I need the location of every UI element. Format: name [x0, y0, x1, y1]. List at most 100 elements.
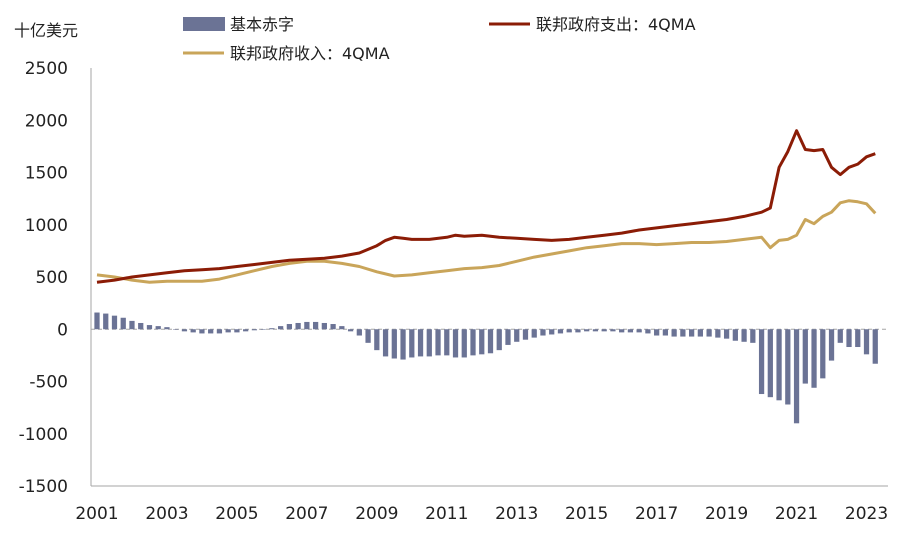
deficit-bar	[557, 329, 564, 334]
y-tick-label: 2500	[25, 59, 68, 79]
deficit-bar	[391, 329, 397, 359]
deficit-bar	[251, 329, 258, 331]
x-tick-labels: 2001 2003 2005 2007 2009 2011 2013 2015 2017 2019…	[75, 504, 888, 524]
deficit-bar	[505, 329, 511, 345]
deficit-bar	[295, 322, 301, 330]
revenue-line	[96, 199, 877, 284]
x-tick-label: 2023	[845, 504, 888, 524]
deficit-bar	[522, 329, 529, 340]
deficit-bar	[601, 329, 607, 332]
deficit-bar	[662, 329, 669, 336]
deficit-bar	[767, 329, 773, 398]
deficit-bar	[715, 329, 721, 338]
deficit-bar	[208, 329, 214, 334]
deficit-bar	[610, 329, 616, 332]
deficit-bar	[409, 329, 415, 358]
legend-item-revenue: 联邦政府收入：4QMA	[183, 44, 390, 63]
deficit-bar	[330, 324, 336, 330]
deficit-bar	[260, 329, 266, 330]
deficit-bar	[776, 329, 782, 401]
y-axis-unit-label: 十亿美元	[14, 21, 78, 40]
deficit-bar	[584, 329, 590, 332]
x-tick-label: 2015	[565, 504, 608, 524]
deficit-bar	[837, 329, 843, 343]
x-axis: 2001 2003 2005 2007 2009 2011 2013 2015 2017 2019…	[75, 328, 888, 524]
deficit-bar	[566, 329, 572, 333]
deficit-bar	[828, 329, 835, 361]
deficit-bar	[103, 313, 109, 330]
x-tick-label: 2019	[705, 504, 748, 524]
spending-line	[96, 129, 876, 284]
deficit-bar	[304, 321, 310, 330]
deficit-bar	[514, 329, 520, 342]
deficit-bar	[697, 329, 703, 337]
deficit-bar	[758, 329, 765, 395]
deficit-bar	[496, 329, 502, 351]
deficit-bar	[863, 329, 870, 355]
y-tick-label: 500	[36, 268, 68, 288]
deficit-bar	[461, 329, 467, 358]
deficit-bar	[146, 325, 153, 330]
deficit-bar	[654, 329, 660, 336]
x-tick-label: 2013	[495, 504, 538, 524]
x-tick-label: 2021	[775, 504, 818, 524]
deficit-bar	[365, 329, 371, 343]
legend-label-revenue: 联邦政府收入：4QMA	[230, 44, 390, 63]
deficit-bar	[243, 329, 249, 332]
deficit-bar	[549, 329, 555, 335]
deficit-bar	[645, 329, 651, 334]
deficit-bar	[872, 329, 878, 364]
deficit-bar	[575, 329, 581, 333]
deficit-bar	[234, 329, 240, 333]
y-tick-label: 1500	[25, 164, 68, 184]
legend-label-spending: 联邦政府支出：4QMA	[536, 15, 696, 34]
deficit-bar	[181, 329, 188, 332]
deficit-bar	[155, 326, 161, 330]
y-tick-label: 0	[57, 320, 68, 340]
deficit-bar	[793, 329, 800, 424]
deficit-bar	[680, 329, 686, 337]
deficit-bar	[138, 322, 144, 330]
deficit-bar	[706, 329, 712, 337]
x-tick-label: 2011	[425, 504, 468, 524]
deficit-bar	[435, 329, 441, 356]
y-tick-label: -1000	[19, 425, 68, 445]
deficit-bar	[592, 329, 599, 332]
deficit-bar	[417, 329, 424, 357]
y-tick-label: -500	[29, 373, 68, 393]
deficit-bar	[802, 329, 808, 384]
deficit-bar	[94, 312, 100, 330]
deficit-bar	[216, 329, 223, 334]
deficit-bar	[269, 328, 275, 330]
x-tick-label: 2007	[285, 504, 328, 524]
legend-item-deficit: 基本赤字	[183, 15, 294, 34]
x-tick-label: 2009	[355, 504, 398, 524]
legend-label-deficit: 基本赤字	[230, 15, 294, 34]
deficit-bars	[94, 312, 878, 424]
deficit-bar	[164, 327, 170, 330]
deficit-bar	[199, 329, 205, 334]
y-axis: 2500 2000 1500 1000 500 0 -500 -1000 -1500	[19, 59, 92, 497]
deficit-bar	[347, 329, 354, 332]
deficit-bar	[785, 329, 791, 405]
deficit-bar	[479, 329, 485, 355]
line-series	[96, 129, 877, 284]
legend-swatch-deficit	[183, 17, 225, 31]
deficit-bar	[339, 326, 345, 330]
deficit-bar	[741, 329, 747, 342]
deficit-bar	[820, 329, 826, 379]
x-tick-label: 2003	[145, 504, 188, 524]
deficit-bar	[671, 329, 677, 337]
deficit-bar	[356, 329, 362, 336]
deficit-bar	[278, 326, 284, 330]
deficit-bar	[540, 329, 546, 336]
deficit-bar	[426, 329, 432, 357]
deficit-bar	[225, 329, 231, 333]
deficit-bar	[374, 329, 380, 351]
deficit-bar	[846, 329, 852, 348]
deficit-bar	[732, 329, 738, 341]
deficit-bar	[120, 317, 126, 330]
deficit-bar	[627, 329, 634, 333]
deficit-bar	[312, 321, 319, 330]
deficit-bar	[531, 329, 537, 338]
